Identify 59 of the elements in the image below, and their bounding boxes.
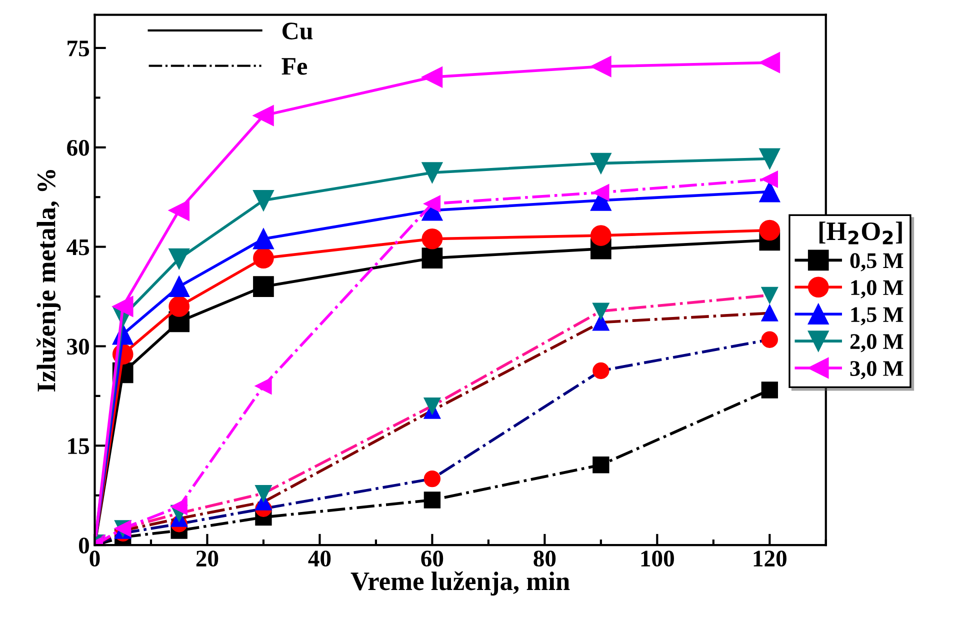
point — [590, 225, 612, 246]
point — [592, 362, 610, 380]
point — [761, 304, 778, 322]
point — [761, 170, 778, 188]
legend-label: 1,0 M — [851, 280, 904, 298]
legend-label: 1,5 M — [851, 307, 904, 326]
point — [759, 52, 780, 73]
x-tick-label: 120 — [754, 550, 786, 567]
point — [422, 66, 443, 88]
point — [590, 152, 612, 174]
point — [761, 286, 778, 304]
legend-title: [H$_{2}$O$_{2}$] — [819, 222, 902, 244]
legend-label: 2,0 M — [850, 334, 904, 352]
point — [424, 492, 441, 508]
point — [759, 148, 780, 170]
point — [761, 382, 778, 398]
legend-label: 3,0 M — [850, 361, 904, 380]
point — [759, 220, 780, 241]
point — [422, 162, 443, 183]
point — [168, 248, 190, 270]
point — [759, 181, 780, 202]
y-tick-label: 15 — [68, 438, 90, 454]
point — [253, 190, 274, 211]
point — [424, 470, 441, 488]
x-tick-label: 20 — [196, 550, 218, 567]
point — [253, 248, 274, 268]
point — [112, 296, 134, 317]
point — [253, 276, 274, 297]
point — [592, 456, 610, 474]
x-tick-label: 80 — [534, 550, 556, 567]
point — [168, 200, 190, 221]
point — [422, 248, 443, 268]
point — [422, 228, 443, 250]
point — [253, 105, 274, 126]
x-tick-label: 60 — [421, 550, 444, 567]
point — [170, 498, 188, 515]
point — [592, 302, 610, 320]
y-tick-label: 30 — [67, 338, 89, 355]
y-tick-label: 0 — [78, 538, 89, 554]
x-tick-label: 0 — [90, 550, 100, 567]
annotation: Cu — [282, 22, 313, 40]
y-tick-label: 60 — [67, 140, 89, 156]
annotation: Fe — [282, 58, 308, 75]
point — [424, 398, 441, 414]
x-tick-label: 100 — [641, 550, 674, 567]
x-axis-title: Vreme luženja, min — [350, 571, 570, 596]
point — [168, 276, 190, 297]
point — [592, 184, 610, 201]
point — [255, 485, 272, 502]
y-axis-title: Izluženje metala, % — [36, 170, 61, 392]
point — [168, 296, 190, 317]
legend-label: 0,5 M — [850, 253, 904, 272]
point — [761, 331, 778, 348]
y-tick-label: 45 — [66, 239, 90, 256]
x-tick-label: 40 — [308, 550, 331, 567]
point — [590, 56, 612, 77]
point — [253, 228, 274, 250]
y-tick-label: 75 — [68, 40, 90, 56]
point — [255, 378, 272, 394]
